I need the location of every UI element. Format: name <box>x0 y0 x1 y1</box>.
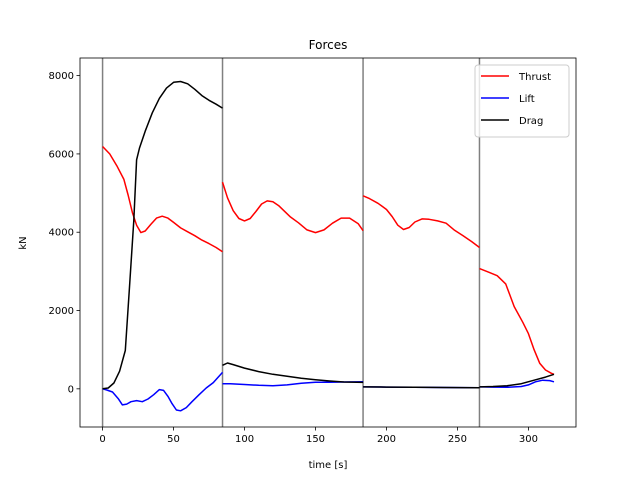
legend: Thrust Lift Drag <box>474 64 570 138</box>
drag-line-segment <box>102 80 223 390</box>
legend-thrust-label: Thrust <box>518 72 551 83</box>
y-tick-label: 2000 <box>49 306 74 317</box>
y-tick-label: 4000 <box>49 228 74 239</box>
lift-line-segment <box>479 379 555 389</box>
chart-title: Forces <box>309 38 348 52</box>
series-lines <box>102 80 555 412</box>
legend-lift-label: Lift <box>519 94 535 105</box>
y-tick-label: 0 <box>68 384 74 395</box>
y-tick-label: 6000 <box>49 149 74 160</box>
x-axis: 0 50 100 150 200 250 300 <box>99 427 538 445</box>
x-tick-label: 150 <box>306 434 325 445</box>
x-tick-label: 100 <box>235 434 254 445</box>
drag-line-segment <box>479 373 555 388</box>
y-tick-label: 8000 <box>49 71 74 82</box>
x-tick-label: 250 <box>448 434 467 445</box>
legend-drag-label: Drag <box>519 116 543 127</box>
thrust-line-segment <box>221 181 364 234</box>
x-tick-label: 0 <box>99 434 105 445</box>
x-tick-label: 200 <box>377 434 396 445</box>
lift-line-segment <box>222 381 364 387</box>
legend-box <box>474 64 570 138</box>
x-axis-label: time [s] <box>309 460 348 471</box>
plot-area <box>79 57 577 428</box>
y-axis-label: kN <box>18 236 29 249</box>
x-tick-label: 300 <box>519 434 538 445</box>
drag-line-segment <box>222 362 364 384</box>
thrust-line-segment <box>362 195 480 249</box>
drag-line-segment <box>363 386 480 389</box>
thrust-line-segment <box>479 267 555 375</box>
plot-frame <box>79 57 577 428</box>
y-axis: 0 2000 4000 6000 8000 <box>49 71 80 395</box>
thrust-line-segment <box>102 145 223 253</box>
x-tick-label: 50 <box>167 434 180 445</box>
lift-line-segment <box>102 371 224 412</box>
